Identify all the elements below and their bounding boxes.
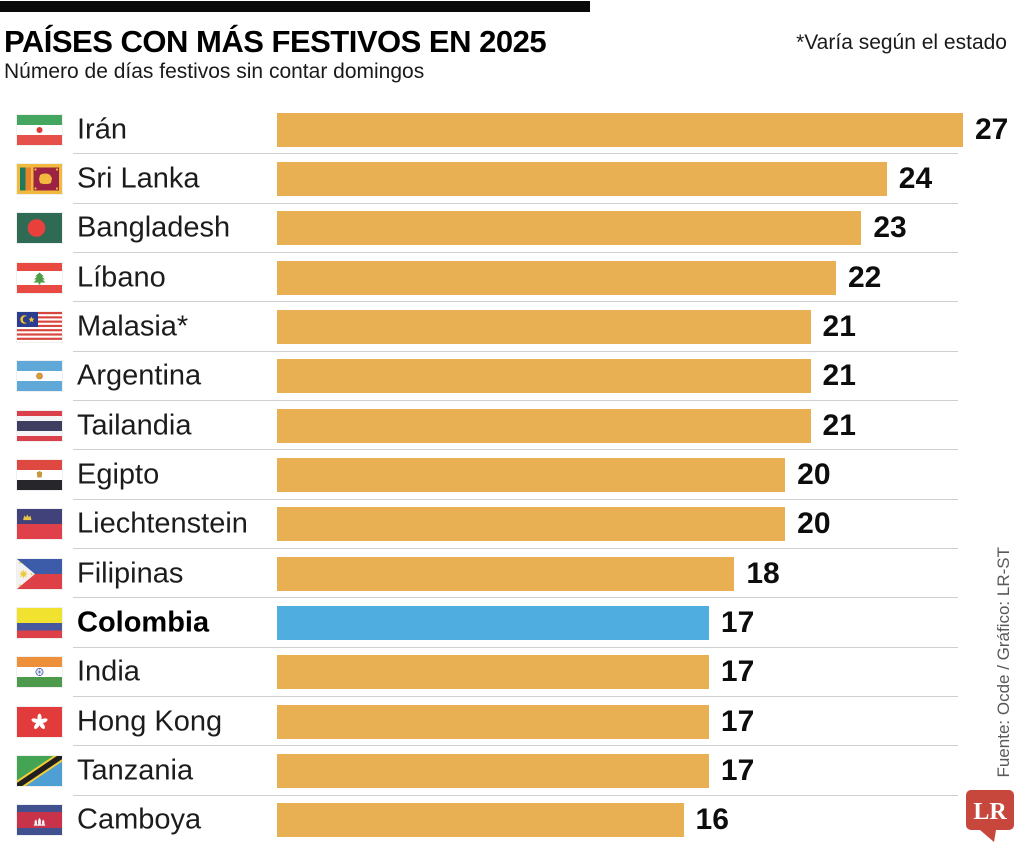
value-label: 24 <box>898 161 933 195</box>
value-label: 17 <box>720 753 755 787</box>
chart-row: Hong Kong 17 <box>0 697 1024 747</box>
value-label: 23 <box>873 211 907 245</box>
flag-thailand-icon <box>16 409 63 442</box>
bar <box>277 260 836 295</box>
bar <box>277 753 709 788</box>
bar <box>277 655 709 690</box>
value-label: 17 <box>720 704 755 738</box>
bar <box>277 704 709 739</box>
bar <box>277 161 887 196</box>
value-label: 27 <box>975 112 1009 146</box>
value-label: 18 <box>746 556 780 590</box>
country-label: Sri Lanka <box>77 162 200 195</box>
bar <box>277 457 786 492</box>
country-label: Tailandia <box>77 409 192 442</box>
value-label: 20 <box>797 507 831 541</box>
flag-cambodia-icon <box>16 804 63 837</box>
flag-lebanon-icon <box>16 261 63 294</box>
bar <box>277 408 811 443</box>
lr-logo-text: LR <box>973 799 1007 825</box>
flag-sri-lanka-icon <box>16 162 63 195</box>
flag-liechtenstein-icon <box>16 508 63 541</box>
bar <box>277 803 684 838</box>
value-label: 16 <box>695 803 729 837</box>
flag-bangladesh-icon <box>16 212 63 245</box>
chart-row: Tanzania 17 <box>0 746 1024 796</box>
value-label: 17 <box>720 605 755 639</box>
flag-philippines-icon <box>16 557 63 590</box>
chart-row: Camboya 16 <box>0 796 1024 845</box>
top-accent-bar <box>0 1 590 12</box>
country-label: Líbano <box>77 261 166 294</box>
bar <box>277 507 786 542</box>
country-label: Argentina <box>77 359 202 392</box>
chart-row: Filipinas 18 <box>0 549 1024 599</box>
flag-colombia-icon <box>16 606 63 639</box>
value-label: 21 <box>822 309 856 343</box>
bar <box>277 556 735 591</box>
value-label: 22 <box>847 260 882 294</box>
flag-argentina-icon <box>16 360 63 393</box>
lr-logo-bubble <box>966 790 1014 842</box>
chart-row: Tailandia 21 <box>0 401 1024 451</box>
chart-row: India 17 <box>0 648 1024 698</box>
bar <box>277 309 811 344</box>
country-label: Tanzania <box>77 754 194 787</box>
flag-egypt-icon <box>16 458 63 491</box>
chart-row: Egipto 20 <box>0 450 1024 500</box>
country-label: Filipinas <box>77 557 184 590</box>
chart-row: Argentina 21 <box>0 352 1024 402</box>
value-label: 21 <box>822 359 856 393</box>
flag-malaysia-icon <box>16 310 63 343</box>
chart-row: Irán 27 <box>0 105 1024 155</box>
country-label: Malasia* <box>77 310 189 343</box>
country-label: Hong Kong <box>77 705 223 738</box>
bar <box>277 112 963 147</box>
country-label: India <box>77 655 140 688</box>
footnote: *Varía según el estado <box>796 31 1007 54</box>
chart-row: Líbano 22 <box>0 253 1024 303</box>
source-credit: Fuente: Ocde / Gráfico: LR-ST <box>994 547 1013 778</box>
chart-row: Liechtenstein 20 <box>0 500 1024 550</box>
lr-logo: LR <box>966 790 1014 844</box>
flag-tanzania-icon <box>12 750 67 792</box>
country-label: Liechtenstein <box>77 507 248 540</box>
bar <box>277 605 709 640</box>
bar <box>277 359 811 394</box>
country-label: Camboya <box>77 803 202 836</box>
flag-hong-kong-icon <box>16 705 63 738</box>
chart-rows: Irán 27 Sri Lanka 24 Bangladesh 23 Líban… <box>0 105 1024 845</box>
flag-india-icon <box>16 656 63 689</box>
chart-row: Malasia* 21 <box>0 302 1024 352</box>
flag-iran-icon <box>16 113 63 146</box>
chart-title: PAÍSES CON MÁS FESTIVOS EN 2025 <box>4 24 547 59</box>
chart-row: Bangladesh 23 <box>0 204 1024 254</box>
country-label: Colombia <box>77 606 210 639</box>
chart-row: Sri Lanka 24 <box>0 154 1024 204</box>
chart-subtitle: Número de días festivos sin contar domin… <box>4 60 425 83</box>
country-label: Bangladesh <box>77 211 231 244</box>
country-label: Irán <box>77 113 127 146</box>
bar <box>277 211 862 246</box>
value-label: 20 <box>797 457 831 491</box>
chart-row: Colombia 17 <box>0 598 1024 648</box>
value-label: 17 <box>720 655 755 689</box>
value-label: 21 <box>822 408 856 442</box>
country-label: Egipto <box>77 458 160 491</box>
